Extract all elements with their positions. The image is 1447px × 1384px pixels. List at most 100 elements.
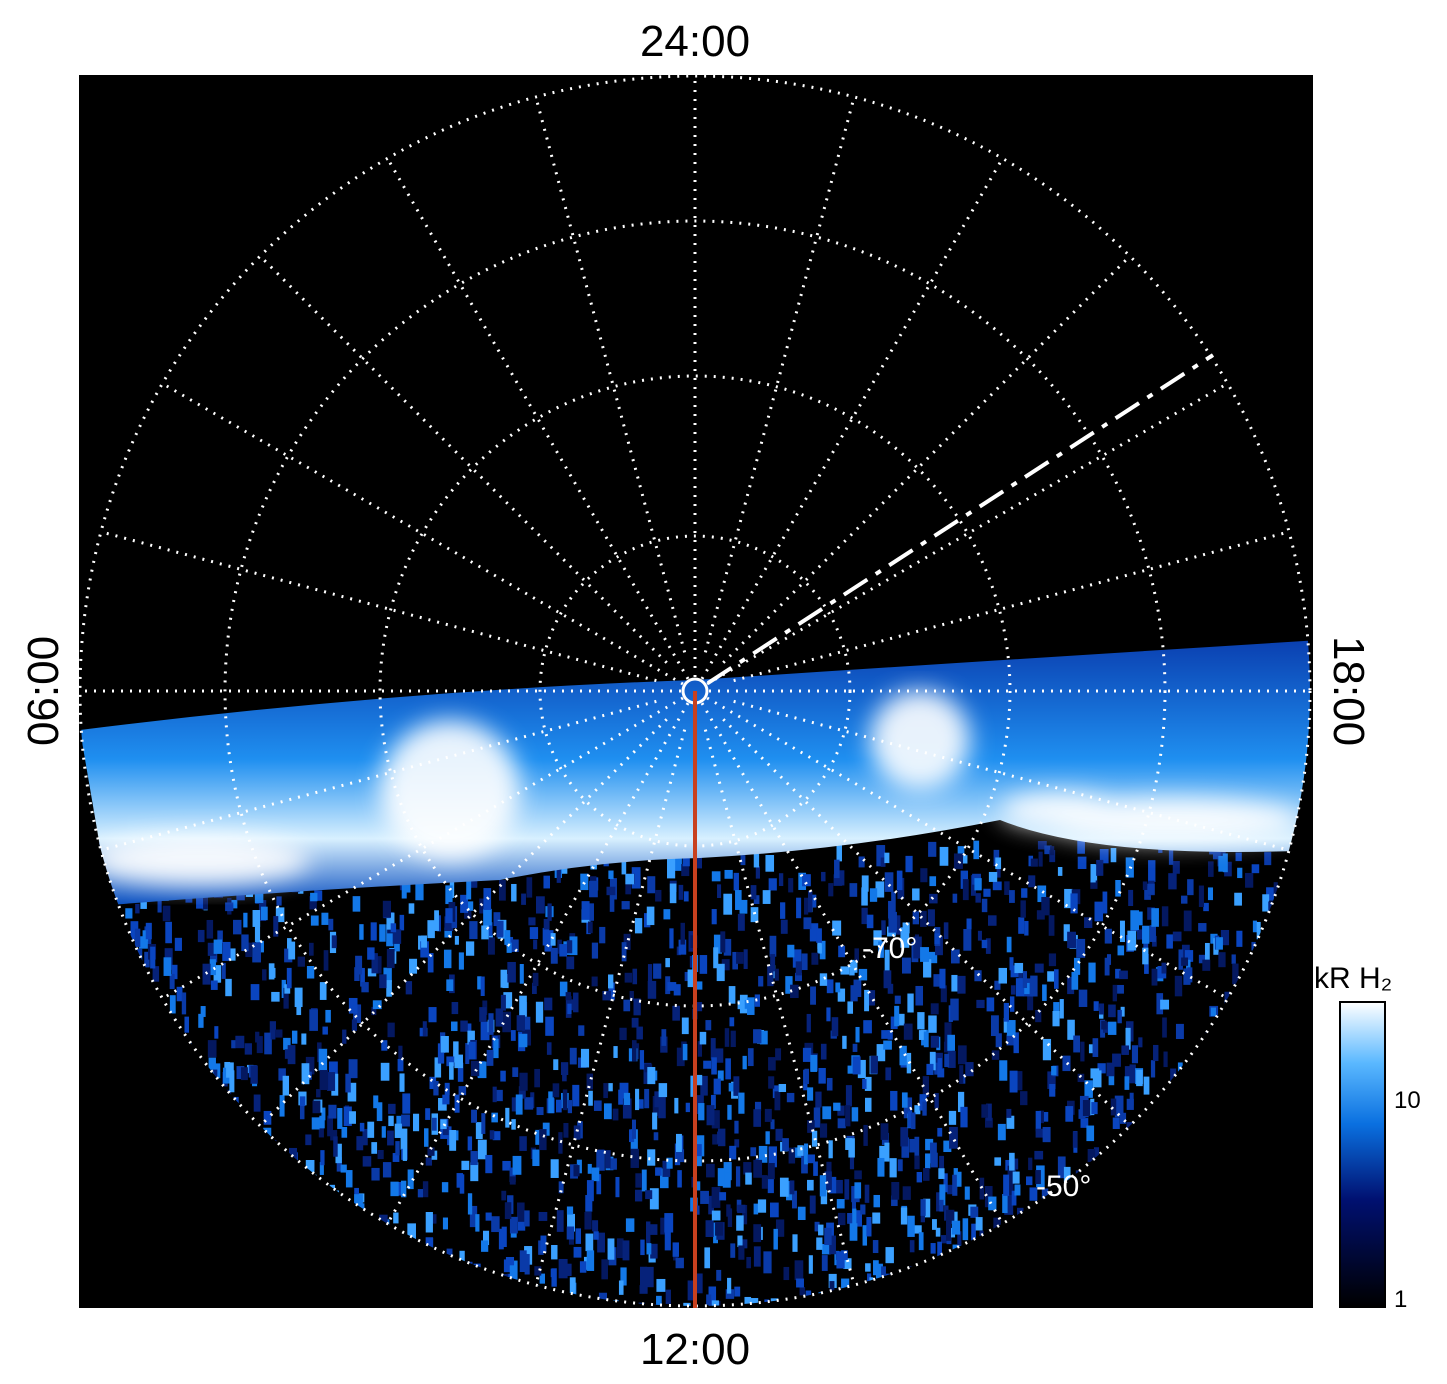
speckle — [400, 1180, 407, 1198]
speckle — [120, 1305, 130, 1306]
speckle — [864, 1184, 870, 1203]
speckle — [818, 1224, 824, 1236]
speckle — [608, 974, 614, 989]
speckle — [765, 1131, 770, 1145]
speckle — [1117, 984, 1124, 994]
speckle — [540, 1235, 547, 1253]
speckle — [184, 1016, 190, 1033]
speckle — [737, 1204, 746, 1214]
speckle — [284, 984, 291, 994]
speckle — [454, 1054, 463, 1069]
speckle — [1125, 1027, 1131, 1050]
speckle — [395, 1141, 400, 1156]
speckle — [603, 1103, 612, 1120]
speckle — [833, 1102, 841, 1111]
speckle — [619, 1027, 627, 1041]
speckle — [1003, 1174, 1010, 1196]
speckle — [1187, 879, 1194, 896]
speckle — [370, 922, 377, 941]
speckle — [544, 997, 553, 1011]
speckle — [738, 1245, 745, 1260]
speckle — [706, 1294, 712, 1305]
speckle — [589, 903, 594, 921]
speckle — [528, 917, 536, 926]
speckle — [1235, 852, 1242, 862]
speckle — [519, 1136, 527, 1151]
speckle — [1034, 1150, 1044, 1160]
speckle — [939, 846, 949, 866]
speckle — [427, 920, 435, 939]
speckle — [807, 1154, 815, 1164]
speckle — [1097, 1063, 1106, 1074]
speckle — [669, 883, 677, 904]
speckle — [737, 1000, 745, 1010]
speckle — [412, 1113, 420, 1132]
speckle — [941, 1235, 949, 1244]
speckle — [1160, 999, 1170, 1010]
speckle — [687, 969, 696, 988]
speckle — [645, 1266, 654, 1288]
speckle — [327, 1115, 333, 1137]
speckle — [944, 1053, 950, 1068]
speckle — [1222, 853, 1228, 873]
speckle — [299, 1099, 305, 1120]
speckle — [569, 1047, 577, 1065]
speckle — [786, 1092, 795, 1103]
speckle — [879, 1145, 887, 1159]
speckle — [371, 1006, 377, 1016]
speckle — [888, 911, 897, 933]
speckle — [883, 1040, 892, 1050]
speckle — [469, 921, 478, 940]
speckle — [981, 898, 988, 913]
speckle — [655, 889, 662, 902]
speckle — [660, 1217, 668, 1235]
speckle — [1076, 938, 1086, 958]
speckle — [360, 967, 365, 987]
speckle — [1042, 1126, 1051, 1143]
speckle — [1037, 841, 1047, 850]
speckle — [1026, 1176, 1033, 1186]
speckle — [1221, 1307, 1228, 1316]
speckle — [837, 988, 846, 1002]
speckle — [1166, 934, 1173, 949]
speckle — [1077, 840, 1085, 854]
speckle — [979, 1177, 985, 1200]
speckle — [176, 986, 183, 1002]
speckle — [278, 1068, 286, 1081]
speckle — [767, 1176, 774, 1194]
speckle — [988, 871, 998, 882]
speckle — [518, 1086, 526, 1099]
speckle — [1042, 1038, 1052, 1061]
speckle — [1006, 1108, 1012, 1118]
speckle — [864, 1076, 872, 1091]
speckle — [743, 949, 748, 970]
speckle — [985, 938, 991, 954]
speckle — [762, 890, 771, 904]
speckle — [683, 891, 689, 902]
speckle — [769, 1202, 779, 1218]
speckle — [425, 1237, 434, 1248]
speckle — [409, 958, 418, 974]
speckle — [860, 1204, 866, 1215]
dashed-line — [706, 353, 1215, 685]
speckle — [901, 1137, 910, 1158]
speckle — [575, 1228, 582, 1244]
speckle — [623, 933, 631, 950]
speckle — [260, 906, 268, 921]
speckle — [362, 1156, 372, 1167]
speckle — [509, 1260, 518, 1280]
speckle — [314, 890, 323, 901]
speckle — [443, 949, 452, 969]
speckle — [586, 1250, 595, 1271]
speckle — [848, 1138, 855, 1158]
speckle — [896, 870, 903, 891]
speckle — [803, 917, 812, 930]
speckle — [1234, 892, 1242, 906]
speckle — [775, 1219, 785, 1237]
speckle — [501, 1190, 507, 1201]
speckle — [837, 1105, 845, 1116]
speckle — [1148, 860, 1156, 883]
speckle — [873, 1260, 879, 1276]
speckle — [1029, 1187, 1038, 1201]
speckle — [753, 895, 760, 904]
